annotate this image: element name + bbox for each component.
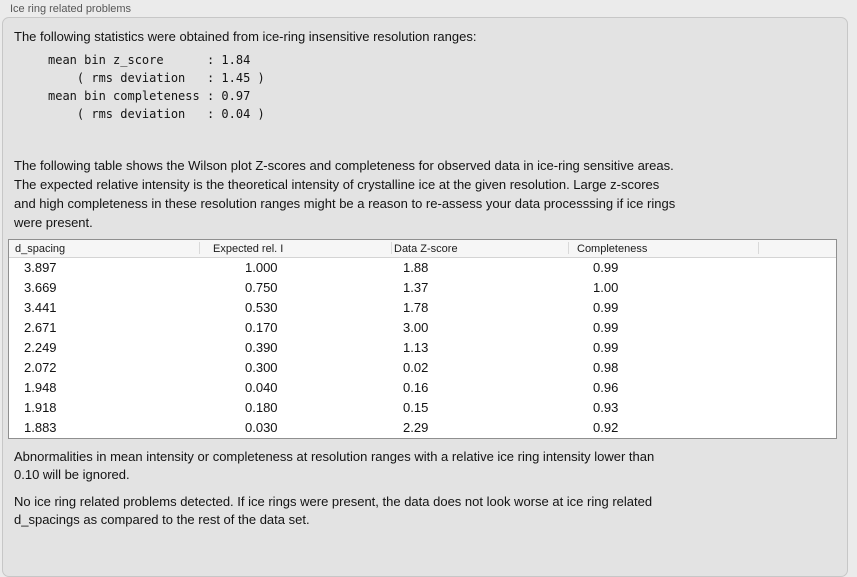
table-header: d_spacing Expected rel. I Data Z-score Comp… [9,240,836,258]
column-header-data-z-score[interactable]: Data Z-score [391,240,568,257]
table-cell: 0.180 [245,400,278,415]
table-cell: 0.96 [593,380,619,395]
table-row[interactable]: 1.918 0.180 0.15 0.93 [9,398,836,418]
table-cell [758,358,836,378]
table-row[interactable]: 2.072 0.300 0.02 0.98 [9,358,836,378]
table-cell: 0.170 [245,320,278,335]
table-cell: 1.78 [403,300,429,315]
intro-text: The following statistics were obtained f… [14,29,477,44]
table-cell [758,318,836,338]
ice-ring-table[interactable]: d_spacing Expected rel. I Data Z-score Comp… [8,239,837,439]
table-cell: 0.93 [593,400,619,415]
table-cell: 2.249 [24,340,57,355]
table-cell: 1.883 [24,420,57,435]
table-cell: 2.29 [403,420,429,435]
table-cell: 2.671 [24,320,57,335]
table-cell: 0.99 [593,300,619,315]
table-row[interactable]: 3.897 1.000 1.88 0.99 [9,258,836,278]
table-cell [758,398,836,418]
table-row[interactable]: 3.669 0.750 1.37 1.00 [9,278,836,298]
table-cell: 0.99 [593,320,619,335]
table-cell: 3.669 [24,280,57,295]
table-cell: 0.040 [245,380,278,395]
table-cell: 3.00 [403,320,429,335]
column-header-d-spacing[interactable]: d_spacing [15,243,66,255]
table-cell [758,258,836,278]
table-cell [758,298,836,318]
table-cell: 0.15 [403,400,429,415]
table-cell: 0.390 [245,340,278,355]
table-cell: 1.918 [24,400,57,415]
table-cell: 0.92 [593,420,619,435]
table-cell: 0.98 [593,360,619,375]
table-row[interactable]: 2.249 0.390 1.13 0.99 [9,338,836,358]
table-cell: 0.300 [245,360,278,375]
table-cell: 0.030 [245,420,278,435]
table-cell [758,338,836,358]
table-row[interactable]: 1.883 0.030 2.29 0.92 [9,418,836,438]
description-text: The following table shows the Wilson plo… [14,158,676,230]
table-cell: 1.37 [403,280,429,295]
table-cell: 0.99 [593,260,619,275]
ignore-note-text: Abnormalities in mean intensity or compl… [14,449,655,482]
table-cell: 0.99 [593,340,619,355]
table-row[interactable]: 2.671 0.170 3.00 0.99 [9,318,836,338]
table-cell: 0.16 [403,380,429,395]
stats-block: mean bin z_score : 1.84 ( rms deviation … [48,53,265,121]
table-cell: 1.13 [403,340,429,355]
table-cell: 1.948 [24,380,57,395]
table-row[interactable]: 3.441 0.530 1.78 0.99 [9,298,836,318]
column-header-blank[interactable] [758,240,836,257]
panel-title: Ice ring related problems [10,3,132,15]
column-header-completeness[interactable]: Completeness [568,240,758,257]
table-cell: 3.441 [24,300,57,315]
table-cell [758,278,836,298]
table-cell: 1.88 [403,260,429,275]
conclusion-text: No ice ring related problems detected. I… [14,494,653,527]
table-cell: 0.530 [245,300,278,315]
column-header-expected-rel-i[interactable]: Expected rel. I [199,240,391,257]
table-cell: 0.02 [403,360,429,375]
table-body: 3.897 1.000 1.88 0.99 3.669 0.750 1.37 1.00 3.44… [9,258,836,438]
table-cell: 0.750 [245,280,278,295]
table-cell: 3.897 [24,260,57,275]
table-cell: 2.072 [24,360,57,375]
table-cell: 1.000 [245,260,278,275]
table-row[interactable]: 1.948 0.040 0.16 0.96 [9,378,836,398]
table-cell: 1.00 [593,280,619,295]
table-cell [758,418,836,438]
table-cell [758,378,836,398]
